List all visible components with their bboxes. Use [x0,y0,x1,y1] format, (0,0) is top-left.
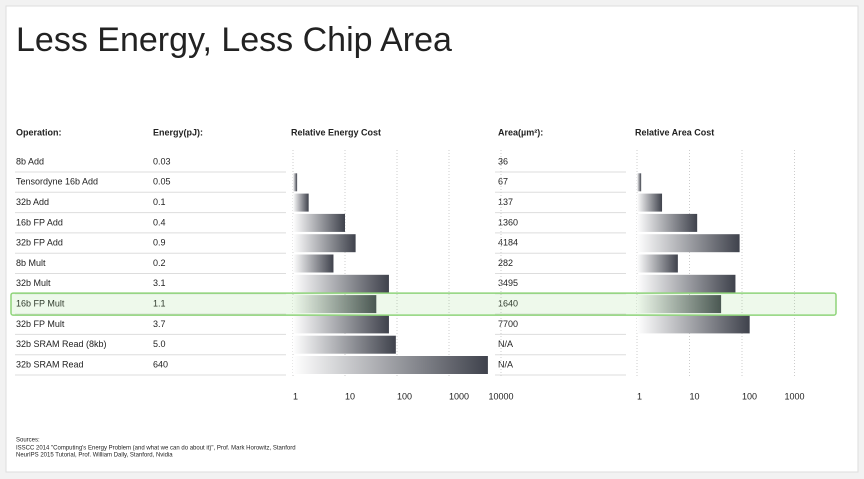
table-cell: N/A [498,359,513,369]
bar [293,356,488,374]
table-cell: 32b FP Add [16,238,63,248]
bar [293,173,298,192]
table-cell: 32b Add [16,197,49,207]
table-cell: 1.1 [153,298,166,308]
column-header: Energy(pJ): [153,127,203,137]
table-cell: 3495 [498,278,518,288]
bar [637,254,678,273]
table-cell: 7700 [498,319,518,329]
bar [293,254,334,273]
source-line: NeurIPS 2015 Tutorial, Prof. William Dal… [16,453,173,459]
bar [293,193,309,212]
table-cell: 32b Mult [16,278,51,288]
chart-title: Relative Area Cost [635,127,714,137]
source-line: ISSCC 2014 "Computing's Energy Problem (… [16,446,296,452]
bar [293,295,377,314]
table-cell: 3.7 [153,319,166,329]
bar [637,234,740,253]
table-cell: 36 [498,156,508,166]
sources-label: Sources: [16,438,40,444]
table-cell: 0.1 [153,197,166,207]
table-cell: 4184 [498,238,518,248]
slide-title: Less Energy, Less Chip Area [16,21,452,59]
table-cell: 8b Mult [16,258,46,268]
table-cell: 0.2 [153,258,166,268]
table-cell: 0.4 [153,217,166,227]
x-tick-label: 100 [742,391,757,401]
bar [293,213,345,232]
table-cell: 0.05 [153,177,171,187]
column-header: Operation: [16,127,62,137]
table-cell: 32b FP Mult [16,319,65,329]
bar [293,315,389,334]
bar [637,315,750,334]
x-tick-label: 10000 [488,391,513,401]
bar [637,213,698,232]
table-cell: 3.1 [153,278,166,288]
table-cell: 16b FP Mult [16,298,65,308]
x-tick-label: 1000 [784,391,804,401]
bar [637,173,642,192]
table-cell: 32b SRAM Read [16,359,84,369]
bar [637,193,663,212]
bar [637,295,722,314]
row-highlight [10,292,837,316]
table-cell: 67 [498,177,508,187]
x-tick-label: 1 [637,391,642,401]
table-cell: 32b SRAM Read (8kb) [16,339,107,349]
bar [293,274,389,293]
table-cell: 16b FP Add [16,217,63,227]
table-cell: 282 [498,258,513,268]
x-tick-label: 100 [397,391,412,401]
chart-title: Relative Energy Cost [291,127,381,137]
column-header: Area(µm²): [498,127,543,137]
bar [293,335,396,354]
x-tick-label: 10 [345,391,355,401]
table-cell: 1360 [498,217,518,227]
table-cell: Tensordyne 16b Add [16,177,98,187]
table-cell: 0.03 [153,156,171,166]
table-cell: 640 [153,359,168,369]
table-cell: 0.9 [153,238,166,248]
x-tick-label: 10 [690,391,700,401]
table-cell: 1640 [498,298,518,308]
table-cell: 137 [498,197,513,207]
bar [293,234,356,253]
x-tick-label: 1000 [449,391,469,401]
table-cell: N/A [498,339,513,349]
table-cell: 8b Add [16,156,44,166]
bar [637,274,736,293]
x-tick-label: 1 [293,391,298,401]
table-cell: 5.0 [153,339,166,349]
